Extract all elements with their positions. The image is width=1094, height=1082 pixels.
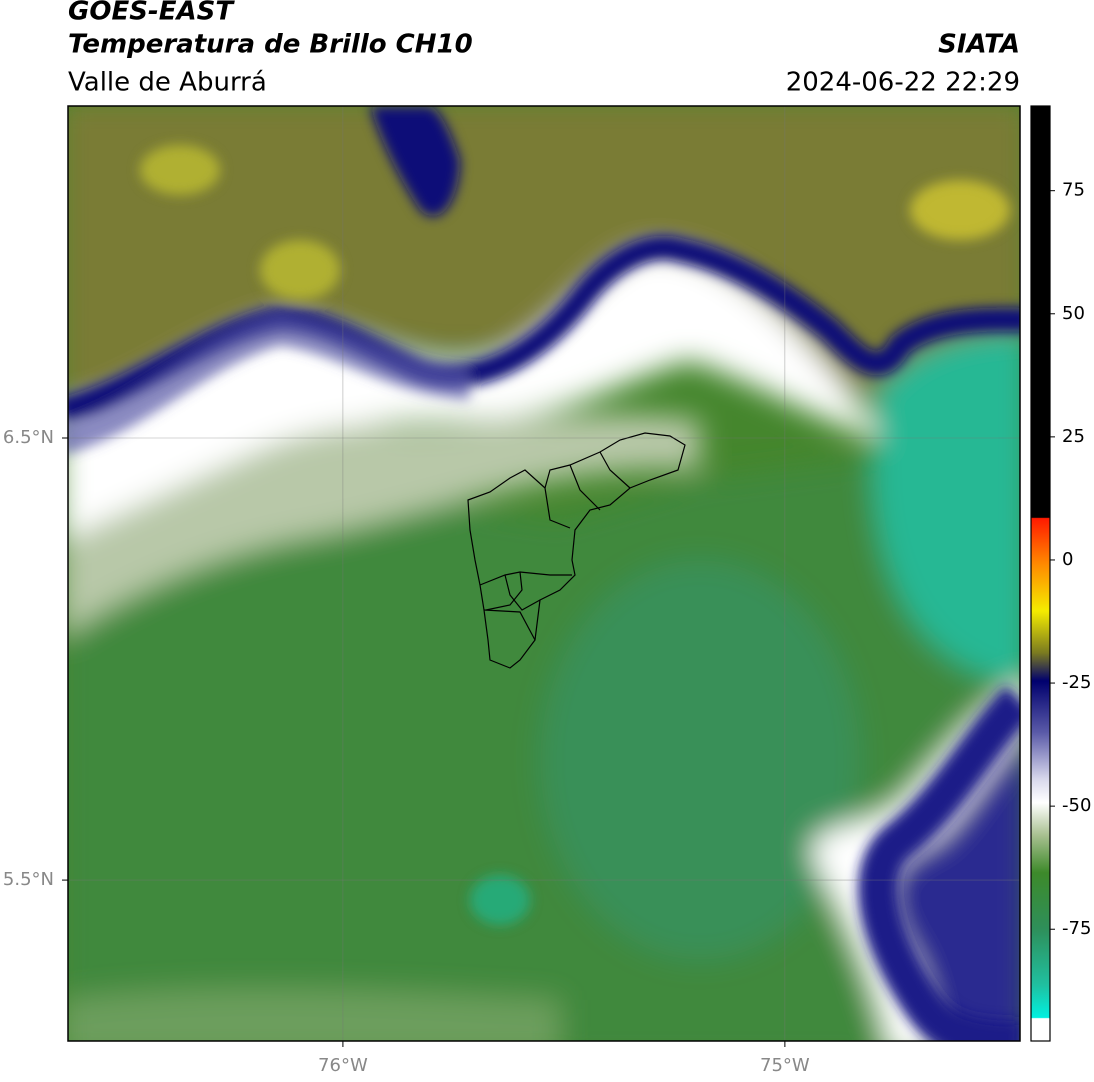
region: Valle de Aburrá [68, 68, 267, 98]
lat-label: 6.5°N [3, 427, 54, 448]
colorbar-label: -25 [1062, 672, 1091, 693]
colorbar-label: -75 [1062, 918, 1091, 939]
colorbar-label: 25 [1062, 426, 1085, 447]
colorbar-label: 50 [1062, 303, 1085, 324]
subtitle: Temperatura de Brillo CH10 [68, 30, 473, 60]
lon-label: 76°W [318, 1055, 368, 1076]
lon-label: 75°W [760, 1055, 810, 1076]
colorbar-label: 0 [1062, 549, 1073, 570]
colorbar-label: 75 [1062, 180, 1085, 201]
datetime: 2024-06-22 22:29 [786, 68, 1020, 98]
colorbar [1030, 105, 1051, 1042]
title: GOES-EAST [68, 0, 235, 27]
colorbar-label: -50 [1062, 795, 1091, 816]
satellite-image [68, 106, 1020, 1041]
lat-label: 5.5°N [3, 869, 54, 890]
municipality-boundaries [467, 432, 686, 669]
source: SIATA [938, 30, 1020, 60]
map-frame [67, 105, 1021, 1042]
graticule [68, 106, 1020, 1041]
